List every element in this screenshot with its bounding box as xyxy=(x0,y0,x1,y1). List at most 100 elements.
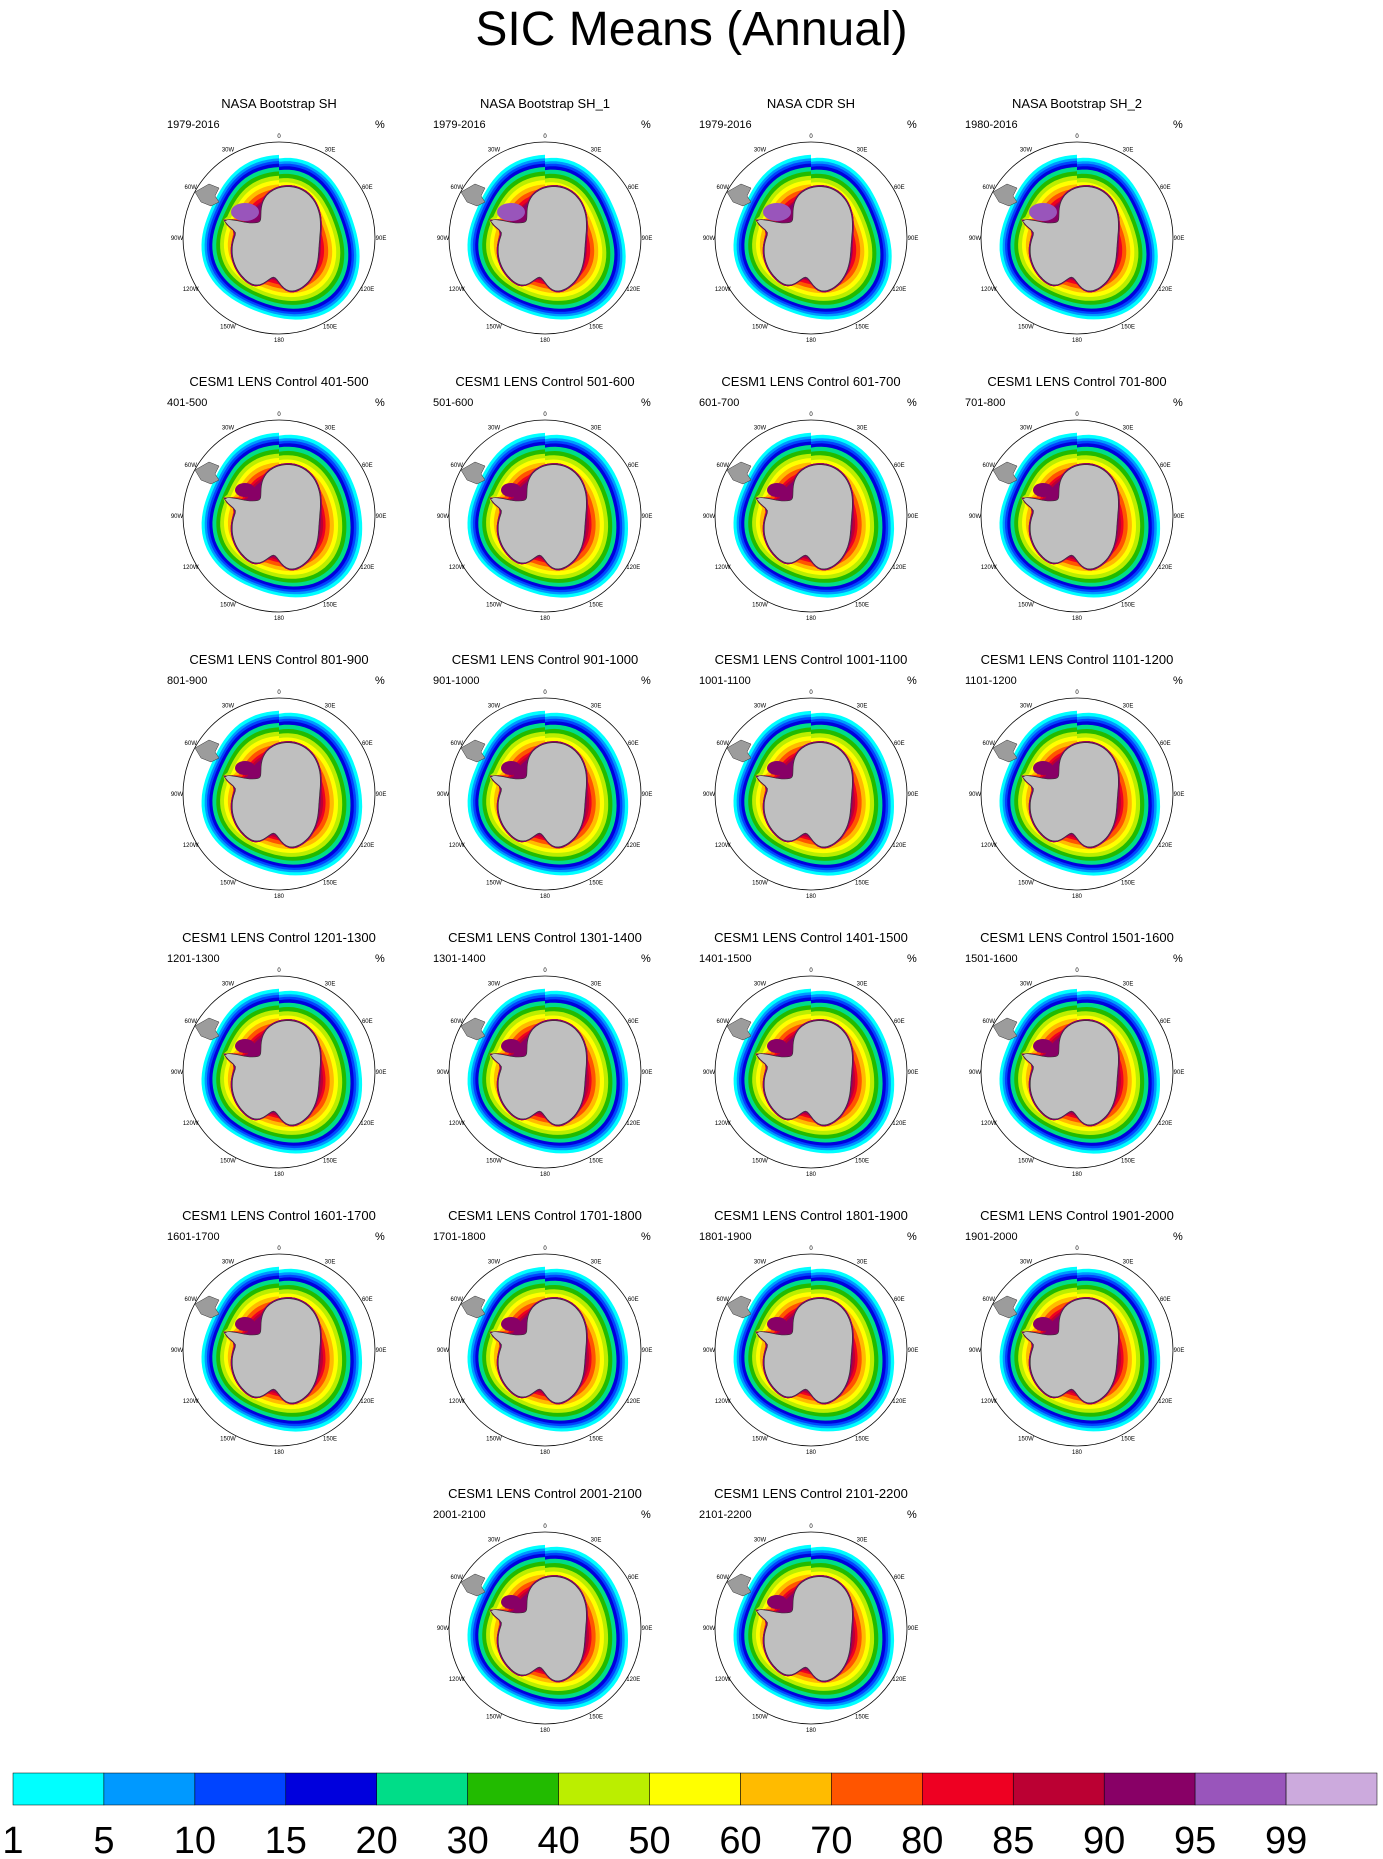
longitude-label: 120E xyxy=(892,1121,906,1127)
south-america-landmass xyxy=(992,739,1018,763)
longitude-label: 30W xyxy=(222,982,235,988)
south-america-landmass xyxy=(726,183,752,207)
longitude-label: 30E xyxy=(1123,982,1134,988)
longitude-label: 60E xyxy=(362,1019,373,1025)
longitude-label: 90W xyxy=(171,792,184,798)
longitude-label: 150E xyxy=(1121,324,1135,330)
longitude-label: 150E xyxy=(1121,602,1135,608)
longitude-label: 60W xyxy=(451,463,464,469)
panel-title: NASA Bootstrap SH_1 xyxy=(479,96,611,111)
map-panel: CESM1 LENS Control 501-600 501-600% 0 30E 60… xyxy=(425,374,665,644)
map-panel: CESM1 LENS Control 1601-1700 1601-1700% 0 3… xyxy=(159,1208,399,1478)
longitude-label: 150W xyxy=(752,1436,768,1442)
colorbar-label: 40 xyxy=(537,1820,579,1859)
panel-period: 1301-1400 xyxy=(433,953,486,965)
polar-map: 0 30E 60E 90E 120E 150E 180 150W 120W 90W 60W 30W xyxy=(437,1524,653,1734)
longitude-label: 60E xyxy=(628,741,639,747)
polar-map: 0 30E 60E 90E 120E 150E 180 150W 120W 90W 60W 30W xyxy=(969,690,1185,900)
longitude-label: 90E xyxy=(642,792,653,798)
panel-units: % xyxy=(641,397,651,409)
antarctica-landmass xyxy=(756,1020,853,1126)
longitude-label: 0 xyxy=(809,1246,813,1252)
longitude-label: 90W xyxy=(703,1070,716,1076)
colorbar-label: 30 xyxy=(447,1820,489,1859)
longitude-label: 0 xyxy=(1075,690,1079,696)
polar-map: 0 30E 60E 90E 120E 150E 180 150W 120W 90W 60W 30W xyxy=(703,412,919,622)
longitude-label: 30W xyxy=(488,1260,501,1266)
longitude-label: 30W xyxy=(754,148,767,154)
panel-units: % xyxy=(641,675,651,687)
colorbar-label: 99 xyxy=(1265,1820,1307,1859)
map-panel: CESM1 LENS Control 901-1000 901-1000% 0 30E… xyxy=(425,652,665,922)
longitude-label: 150E xyxy=(589,1436,603,1442)
panel-title: CESM1 LENS Control 2001-2100 xyxy=(448,1486,642,1501)
longitude-label: 30W xyxy=(222,704,235,710)
colorbar-label: 1 xyxy=(2,1820,23,1859)
longitude-label: 60E xyxy=(894,1019,905,1025)
longitude-label: 150W xyxy=(220,1436,236,1442)
longitude-label: 60E xyxy=(628,1297,639,1303)
south-america-landmass xyxy=(460,739,486,763)
panel-units: % xyxy=(1173,675,1183,687)
longitude-label: 30W xyxy=(488,1538,501,1544)
panel-title: NASA CDR SH xyxy=(766,96,856,111)
polar-map: 0 30E 60E 90E 120E 150E 180 150W 120W 90W 60W 30W xyxy=(437,412,653,622)
antarctica-landmass xyxy=(490,1576,587,1682)
longitude-label: 60W xyxy=(451,185,464,191)
longitude-label: 60W xyxy=(983,463,996,469)
map-panel: CESM1 LENS Control 1001-1100 1001-1100% 0 3… xyxy=(691,652,931,922)
longitude-label: 120W xyxy=(981,565,997,571)
panel-title: CESM1 LENS Control 1601-1700 xyxy=(182,1208,376,1223)
longitude-label: 180 xyxy=(1072,616,1083,622)
longitude-label: 90E xyxy=(1174,792,1185,798)
longitude-label: 180 xyxy=(540,616,551,622)
colorbar-label: 60 xyxy=(719,1820,761,1859)
map-panel: CESM1 LENS Control 1201-1300 1201-1300% 0 3… xyxy=(159,930,399,1200)
longitude-label: 60E xyxy=(894,1297,905,1303)
south-america-landmass xyxy=(726,739,752,763)
panel-units: % xyxy=(375,675,385,687)
polar-map: 0 30E 60E 90E 120E 150E 180 150W 120W 90W 60W 30W xyxy=(703,968,919,1178)
longitude-label: 120W xyxy=(449,1677,465,1683)
longitude-label: 120E xyxy=(360,1399,374,1405)
panel-title: CESM1 LENS Control 401-500 xyxy=(189,374,369,389)
longitude-label: 90E xyxy=(642,1348,653,1354)
longitude-label: 30W xyxy=(1020,704,1033,710)
longitude-label: 120W xyxy=(981,1399,997,1405)
panel-units: % xyxy=(907,1509,917,1521)
longitude-label: 60E xyxy=(1160,1297,1171,1303)
longitude-label: 150W xyxy=(486,880,502,886)
longitude-label: 150E xyxy=(855,1436,869,1442)
longitude-label: 0 xyxy=(277,968,281,974)
longitude-label: 30W xyxy=(488,426,501,432)
panel-units: % xyxy=(1173,119,1183,131)
longitude-label: 120E xyxy=(626,565,640,571)
map-panel: CESM1 LENS Control 1901-2000 1901-2000% 0 3… xyxy=(957,1208,1197,1478)
colorbar-label: 80 xyxy=(901,1820,943,1859)
longitude-label: 0 xyxy=(1075,1246,1079,1252)
longitude-label: 150W xyxy=(486,1436,502,1442)
polar-map: 0 30E 60E 90E 120E 150E 180 150W 120W 90W 60W 30W xyxy=(703,134,919,344)
longitude-label: 120W xyxy=(183,1399,199,1405)
longitude-label: 90W xyxy=(171,236,184,242)
longitude-label: 30E xyxy=(591,148,602,154)
longitude-label: 60W xyxy=(983,1019,996,1025)
longitude-label: 60W xyxy=(717,741,730,747)
longitude-label: 180 xyxy=(806,1450,817,1456)
longitude-label: 150W xyxy=(1018,602,1034,608)
longitude-label: 90E xyxy=(376,236,387,242)
longitude-label: 90W xyxy=(969,514,982,520)
longitude-label: 60E xyxy=(1160,741,1171,747)
longitude-label: 120E xyxy=(626,287,640,293)
antarctica-landmass xyxy=(756,464,853,570)
longitude-label: 90E xyxy=(908,1626,919,1632)
panel-period: 1801-1900 xyxy=(699,1231,752,1243)
longitude-label: 30E xyxy=(591,704,602,710)
south-america-landmass xyxy=(460,1017,486,1041)
panel-title: CESM1 LENS Control 1001-1100 xyxy=(714,652,908,667)
longitude-label: 30E xyxy=(1123,1260,1134,1266)
panel-period: 1401-1500 xyxy=(699,953,752,965)
south-america-landmass xyxy=(194,739,220,763)
panel-title: CESM1 LENS Control 701-800 xyxy=(987,374,1167,389)
panel-units: % xyxy=(641,1509,651,1521)
